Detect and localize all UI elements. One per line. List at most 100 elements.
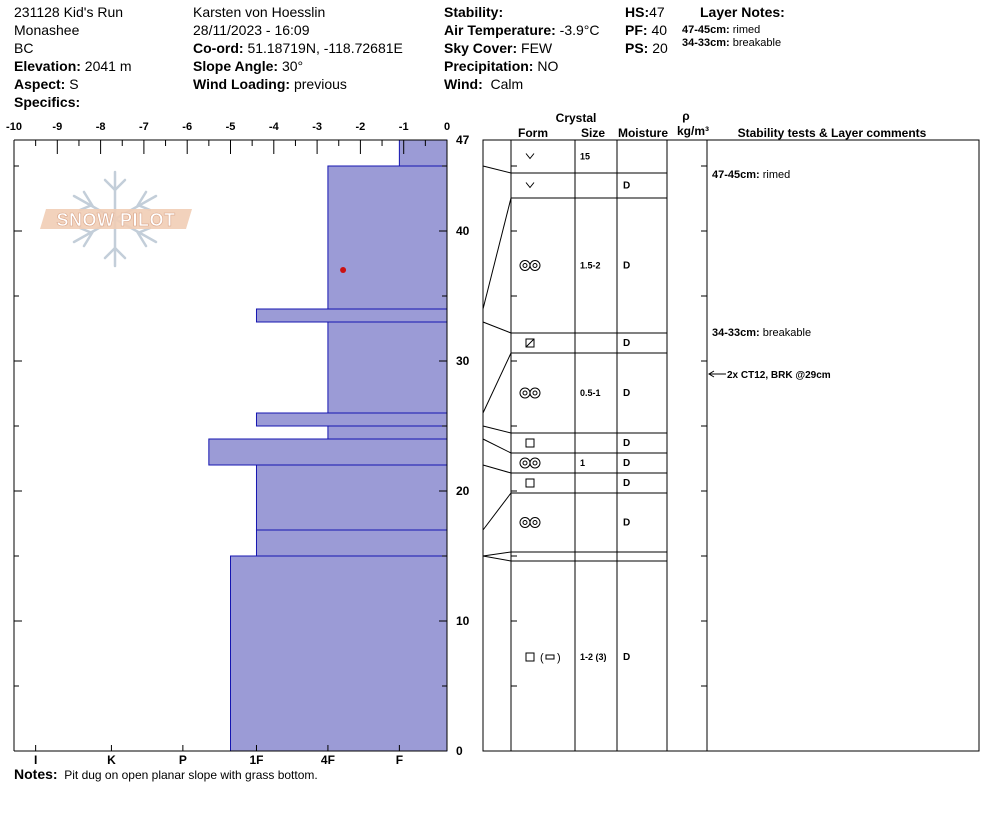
moisture: D (623, 338, 630, 349)
rounded-grains-icon (519, 457, 541, 469)
svg-text:): ) (557, 652, 561, 664)
faceted-icon: () (525, 652, 561, 664)
header-form: Form (518, 126, 548, 140)
hardness-bar (327, 425, 448, 440)
crystal-size: 1-2 (3) (580, 652, 607, 662)
x-tick-label: -7 (139, 121, 149, 133)
depth-connector (482, 165, 512, 174)
crystal-size: 1 (580, 458, 585, 468)
depth-connector (482, 425, 512, 434)
layer-note: 34-33cm: breakable (682, 37, 782, 49)
header-crystal: Crystal (556, 111, 597, 125)
x-tick-label: -2 (356, 121, 366, 133)
hardness-label: F (396, 753, 403, 767)
moisture: D (623, 261, 630, 272)
snow-height: HS:47 (625, 4, 665, 20)
surface-hoar-icon (525, 153, 535, 160)
wind: Wind: Calm (444, 76, 524, 92)
pit-name: 231128 Kid's Run (14, 4, 124, 20)
surface-hoar-icon (525, 182, 535, 189)
depth-label: 10 (456, 614, 470, 628)
penetration-ski: PS: 20 (625, 40, 668, 56)
layer-note: 47-45cm: rimed (682, 24, 761, 36)
x-tick-label: -4 (269, 121, 280, 133)
depth-label: 40 (456, 224, 470, 238)
depth-connector (482, 555, 512, 562)
slope-angle: Slope Angle: 30° (193, 58, 304, 74)
header-size: Size (581, 126, 605, 140)
specifics: Specifics: (14, 94, 81, 110)
hardness-bar (255, 308, 448, 323)
moisture: D (623, 478, 630, 489)
temperature-point (340, 267, 347, 273)
x-tick-label: -3 (312, 121, 322, 133)
depth-label: 30 (456, 354, 470, 368)
hardness-bar (398, 139, 448, 167)
hardness-bar (255, 529, 448, 557)
x-tick-label: 0 (444, 121, 450, 133)
elevation: Elevation: 2041 m (14, 58, 132, 74)
rounded-grains-icon (519, 387, 541, 399)
moisture: D (623, 652, 630, 663)
svg-text:(: ( (540, 652, 544, 664)
faceted-icon (525, 438, 535, 448)
snowpilot-logo: SNOW PILOT (40, 170, 192, 268)
hardness-bar (208, 438, 448, 466)
hardness-label: K (107, 753, 116, 767)
stability-test: 2x CT12, BRK @29cm (727, 370, 831, 381)
stability-test-arrow (708, 370, 715, 378)
region-name: BC (14, 40, 34, 56)
stability: Stability: (444, 4, 504, 20)
observation-datetime: 28/11/2023 - 16:09 (193, 22, 310, 38)
rounded-grains-icon (519, 260, 541, 271)
range-name: Monashee (14, 22, 80, 38)
rounded-grains-icon (519, 517, 541, 528)
faceted-icon (525, 478, 535, 488)
aspect: Aspect: S (14, 76, 79, 92)
coordinates: Co-ord: 51.18719N, -118.72681E (193, 40, 403, 56)
x-tick-label: -1 (399, 121, 409, 133)
x-tick-label: -10 (6, 121, 22, 133)
hardness-chart: -10 -9 -8 -7 -6 -5 -4 -3 -2 -1 0 I K P 1F 4F F 01020304… (6, 121, 470, 767)
x-tick-label: -9 (52, 121, 62, 133)
depth-label: 47 (456, 133, 470, 147)
table-frame (482, 139, 980, 752)
x-tick-label: -8 (96, 121, 106, 133)
crystal-size: 0.5-1 (580, 388, 601, 398)
header-moisture: Moisture (618, 126, 668, 140)
hardness-bar (230, 555, 448, 752)
logo-banner (40, 209, 192, 229)
depth-label: 0 (456, 744, 463, 758)
sky-cover: Sky Cover: FEW (444, 40, 553, 56)
header-density-unit: kg/m³ (677, 124, 709, 138)
air-temperature: Air Temperature: -3.9°C (444, 22, 600, 38)
observer-name: Karsten von Hoesslin (193, 4, 326, 20)
depth-connector (482, 352, 512, 414)
hardness-label: 1F (249, 753, 263, 767)
layer-comment: 34-33cm: breakable (712, 327, 811, 339)
depth-connector (482, 464, 512, 474)
moisture: D (623, 458, 630, 469)
layer-table: Crystal Form Size Moisture ρ kg/m³ Stabi… (482, 109, 980, 752)
layer-notes-title: Layer Notes: (700, 4, 785, 20)
depth-connector (482, 551, 512, 557)
depth-connector (482, 321, 512, 334)
moisture: D (623, 181, 630, 192)
depth-connector (482, 197, 512, 310)
notes: Notes: Pit dug on open planar slope with… (14, 766, 318, 782)
penetration-foot: PF: 40 (625, 22, 668, 38)
hardness-bar (327, 165, 448, 310)
header-comments: Stability tests & Layer comments (738, 126, 927, 140)
moisture: D (623, 438, 630, 449)
crystal-size: 15 (580, 152, 590, 162)
faceted-rounded-icon (525, 338, 535, 348)
hardness-label: I (34, 753, 37, 767)
depth-connector (482, 438, 512, 454)
hardness-bar (255, 412, 448, 427)
layer-comment: 47-45cm: rimed (712, 169, 790, 181)
x-tick-label: -5 (226, 121, 236, 133)
header-rho: ρ (682, 109, 689, 123)
x-tick-label: -6 (182, 121, 192, 133)
hardness-label: 4F (321, 753, 335, 767)
